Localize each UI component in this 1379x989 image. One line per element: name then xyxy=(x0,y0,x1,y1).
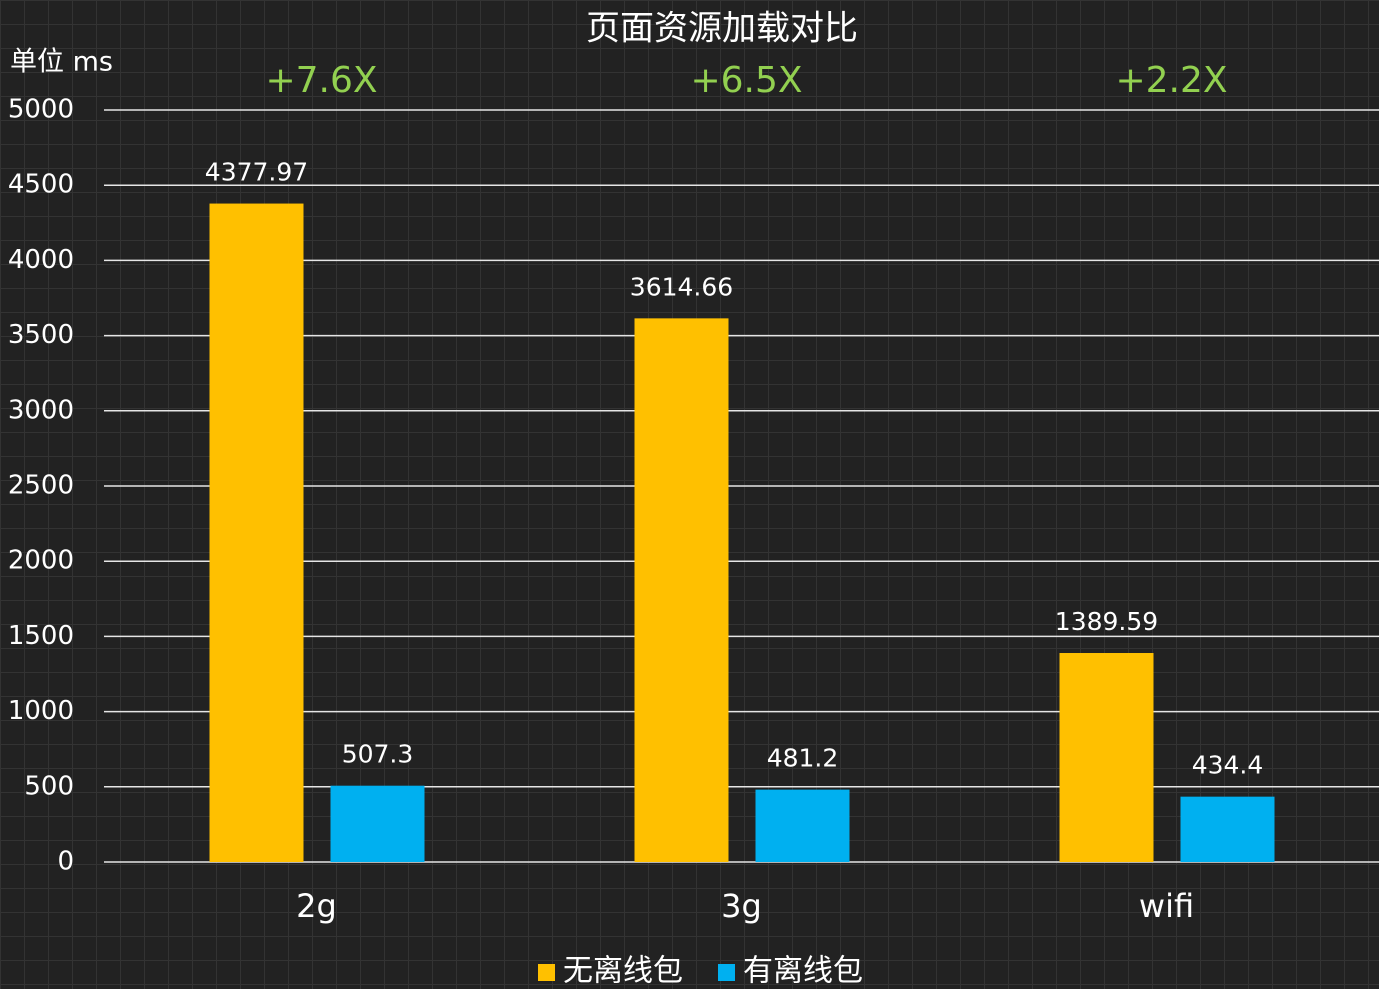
y-tick-label: 3500 xyxy=(8,320,74,350)
data-label: 1389.59 xyxy=(1055,607,1158,636)
y-axis-label: 单位 ms xyxy=(10,47,113,78)
data-label: 3614.66 xyxy=(630,272,733,301)
y-tick-label: 2000 xyxy=(8,546,74,576)
x-tick-label: wifi xyxy=(1139,887,1194,925)
data-label: 4377.97 xyxy=(205,158,308,187)
legend-swatch xyxy=(538,964,555,981)
y-tick-label: 4500 xyxy=(8,170,74,200)
bar xyxy=(209,203,304,862)
bar xyxy=(1059,653,1154,862)
annotation: +2.2X xyxy=(1115,60,1227,101)
chart-title: 页面资源加载对比 xyxy=(586,9,858,49)
legend-swatch xyxy=(718,964,735,981)
y-tick-label: 3000 xyxy=(8,395,74,425)
y-tick-label: 1000 xyxy=(8,696,74,726)
bar xyxy=(330,785,425,862)
y-tick-label: 2500 xyxy=(8,471,74,501)
bar xyxy=(1180,796,1275,862)
bar xyxy=(755,789,850,862)
bar xyxy=(634,318,729,863)
legend-label: 有离线包 xyxy=(743,954,863,989)
annotation: +7.6X xyxy=(265,60,377,101)
annotation: +6.5X xyxy=(690,60,802,101)
y-tick-label: 1500 xyxy=(8,621,74,651)
x-tick-label: 2g xyxy=(296,887,337,925)
data-label: 507.3 xyxy=(342,740,414,769)
data-label: 481.2 xyxy=(767,744,839,773)
legend-label: 无离线包 xyxy=(563,954,683,989)
y-tick-label: 500 xyxy=(24,771,74,801)
y-tick-label: 4000 xyxy=(8,245,74,275)
y-tick-label: 5000 xyxy=(8,95,74,125)
y-tick-label: 0 xyxy=(57,847,74,877)
data-label: 434.4 xyxy=(1192,751,1264,780)
x-tick-label: 3g xyxy=(721,887,762,925)
